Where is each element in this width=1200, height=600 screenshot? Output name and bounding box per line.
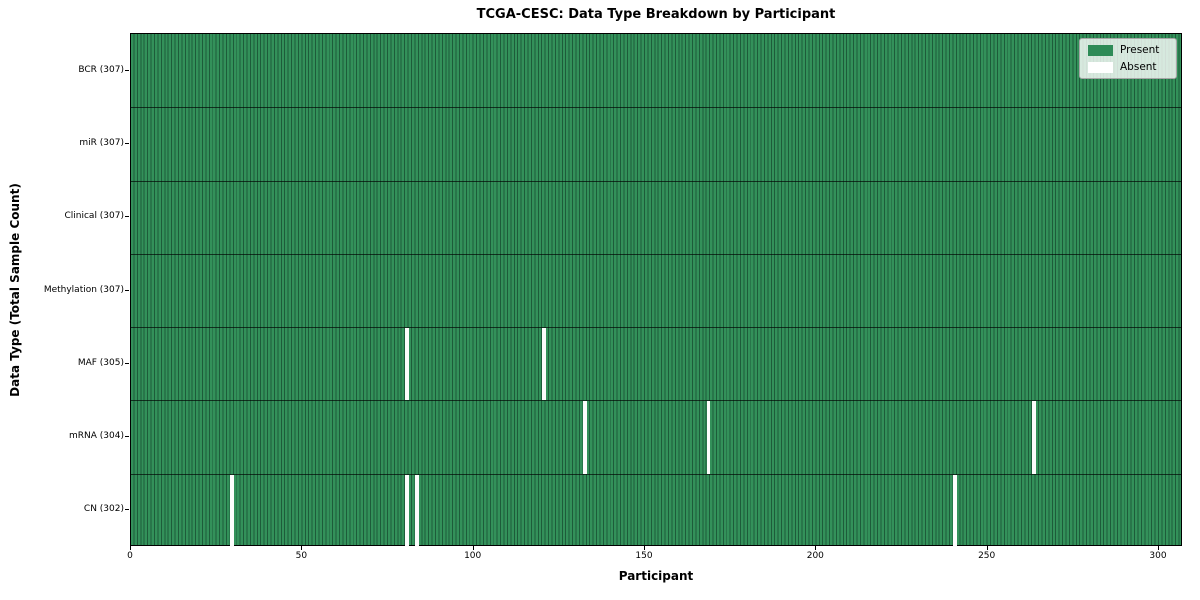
legend-item-present: Present [1088, 44, 1168, 56]
x-tick-mark [644, 546, 645, 550]
legend-item-absent: Absent [1088, 61, 1168, 73]
y-tick-label: Clinical (307) [64, 211, 124, 222]
row-separator [131, 253, 1181, 255]
chart-title: TCGA-CESC: Data Type Breakdown by Partic… [476, 7, 836, 22]
legend: Present Absent [1079, 38, 1177, 79]
row-separator [131, 473, 1181, 475]
legend-label-present: Present [1120, 44, 1160, 56]
absent-cell [542, 328, 546, 401]
absent-swatch-icon [1088, 61, 1113, 73]
x-tick-label: 250 [978, 551, 996, 561]
row-separator [131, 180, 1181, 182]
x-tick-label: 0 [127, 551, 133, 561]
x-tick-label: 300 [1149, 551, 1167, 561]
y-tick-mark [125, 509, 129, 511]
y-tick-label: miR (307) [79, 137, 124, 148]
y-tick-mark [125, 69, 129, 71]
y-tick-mark [125, 216, 129, 218]
row-separator [131, 327, 1181, 329]
y-tick-mark [125, 362, 129, 364]
y-tick-label: mRNA (304) [69, 431, 124, 442]
x-tick-mark [301, 546, 303, 550]
absent-cell [415, 474, 419, 547]
y-tick-label: CN (302) [83, 504, 124, 515]
x-tick-label: 100 [464, 551, 482, 561]
present-swatch-icon [1088, 44, 1113, 56]
y-tick-label: MAF (305) [77, 357, 124, 368]
x-tick-mark [986, 546, 988, 550]
x-tick-label: 200 [806, 551, 824, 561]
y-tick-label: BCR (307) [78, 64, 124, 75]
absent-cell [706, 401, 711, 474]
y-tick-mark [125, 436, 129, 438]
x-axis-label: Participant [618, 569, 694, 583]
absent-cell [405, 474, 409, 547]
absent-cell [583, 401, 587, 474]
absent-cell [1032, 401, 1036, 474]
absent-cell [230, 474, 234, 547]
x-tick-label: 150 [635, 551, 653, 561]
x-tick-mark [1158, 546, 1159, 550]
x-tick-mark [130, 546, 131, 550]
x-tick-label: 50 [295, 551, 308, 561]
y-tick-mark [125, 289, 129, 291]
absent-cell [953, 474, 957, 547]
heatmap-plot-area: Present Absent [130, 33, 1182, 547]
absent-cell [405, 328, 409, 401]
x-tick-mark [815, 546, 817, 550]
x-tick-mark [472, 546, 474, 550]
y-tick-mark [125, 142, 129, 144]
y-tick-label: Methylation (307) [43, 284, 124, 295]
row-separator [131, 400, 1181, 402]
row-separator [131, 107, 1181, 109]
y-axis-label: Data Type (Total Sample Count) [8, 183, 22, 397]
legend-label-absent: Absent [1120, 61, 1157, 73]
